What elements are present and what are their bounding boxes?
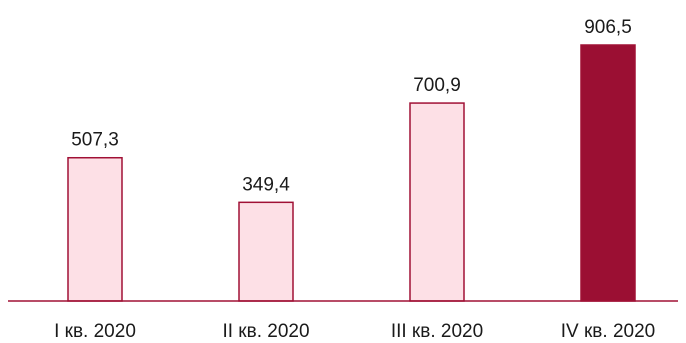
bar-4 bbox=[580, 44, 636, 302]
value-label-1: 507,3 bbox=[71, 130, 119, 151]
x-tick-label-3: III кв. 2020 bbox=[391, 321, 483, 342]
x-tick-label-4: IV кв. 2020 bbox=[561, 321, 655, 342]
value-label-2: 349,4 bbox=[242, 174, 290, 195]
value-labels-group: 507,3 349,4 700,9 906,5 bbox=[71, 17, 632, 195]
bar-2 bbox=[238, 201, 294, 302]
x-tick-label-1: I кв. 2020 bbox=[54, 321, 136, 342]
bar-3 bbox=[409, 102, 465, 302]
bars-group bbox=[67, 44, 636, 302]
bar-1 bbox=[67, 156, 123, 302]
value-label-3: 700,9 bbox=[413, 75, 461, 96]
value-label-4: 906,5 bbox=[584, 17, 632, 38]
x-tick-labels-group: I кв. 2020 II кв. 2020 III кв. 2020 IV кв. … bbox=[54, 321, 655, 342]
x-tick-label-2: II кв. 2020 bbox=[222, 321, 309, 342]
